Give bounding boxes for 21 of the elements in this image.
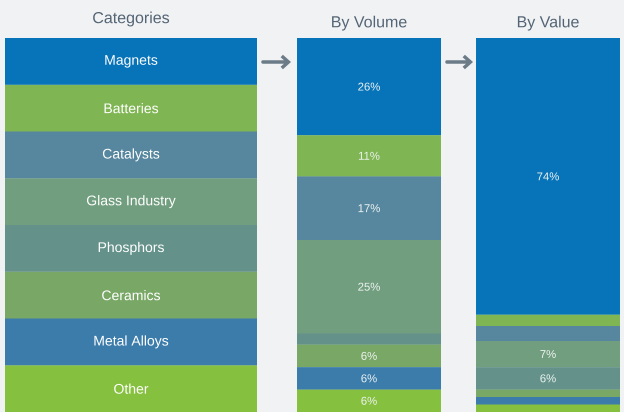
x-tick-label: By Volume: [332, 16, 407, 31]
data-label: 6%: [361, 352, 377, 360]
data-label: 17%: [358, 204, 380, 212]
text: Other: [114, 383, 148, 394]
text: Batteries: [104, 102, 158, 114]
text: Ceramics: [102, 290, 160, 300]
text: Metal Alloys: [94, 335, 168, 348]
data-label: 7%: [540, 350, 556, 358]
text: Phosphors: [98, 242, 164, 255]
text: Glass Industry: [86, 195, 176, 208]
text: Catalysts: [102, 148, 160, 162]
data-label: 6%: [540, 374, 556, 382]
data-label: 6%: [361, 374, 377, 382]
data-label: 74%: [537, 172, 559, 180]
data-label: 26%: [358, 82, 380, 91]
data-label: 11%: [358, 152, 380, 160]
x-tick-label: By Value: [518, 16, 579, 31]
data-label: 6%: [361, 396, 377, 405]
text: Magnets: [105, 55, 158, 68]
legend-title: Categories: [93, 12, 170, 26]
data-label: 25%: [358, 282, 380, 291]
